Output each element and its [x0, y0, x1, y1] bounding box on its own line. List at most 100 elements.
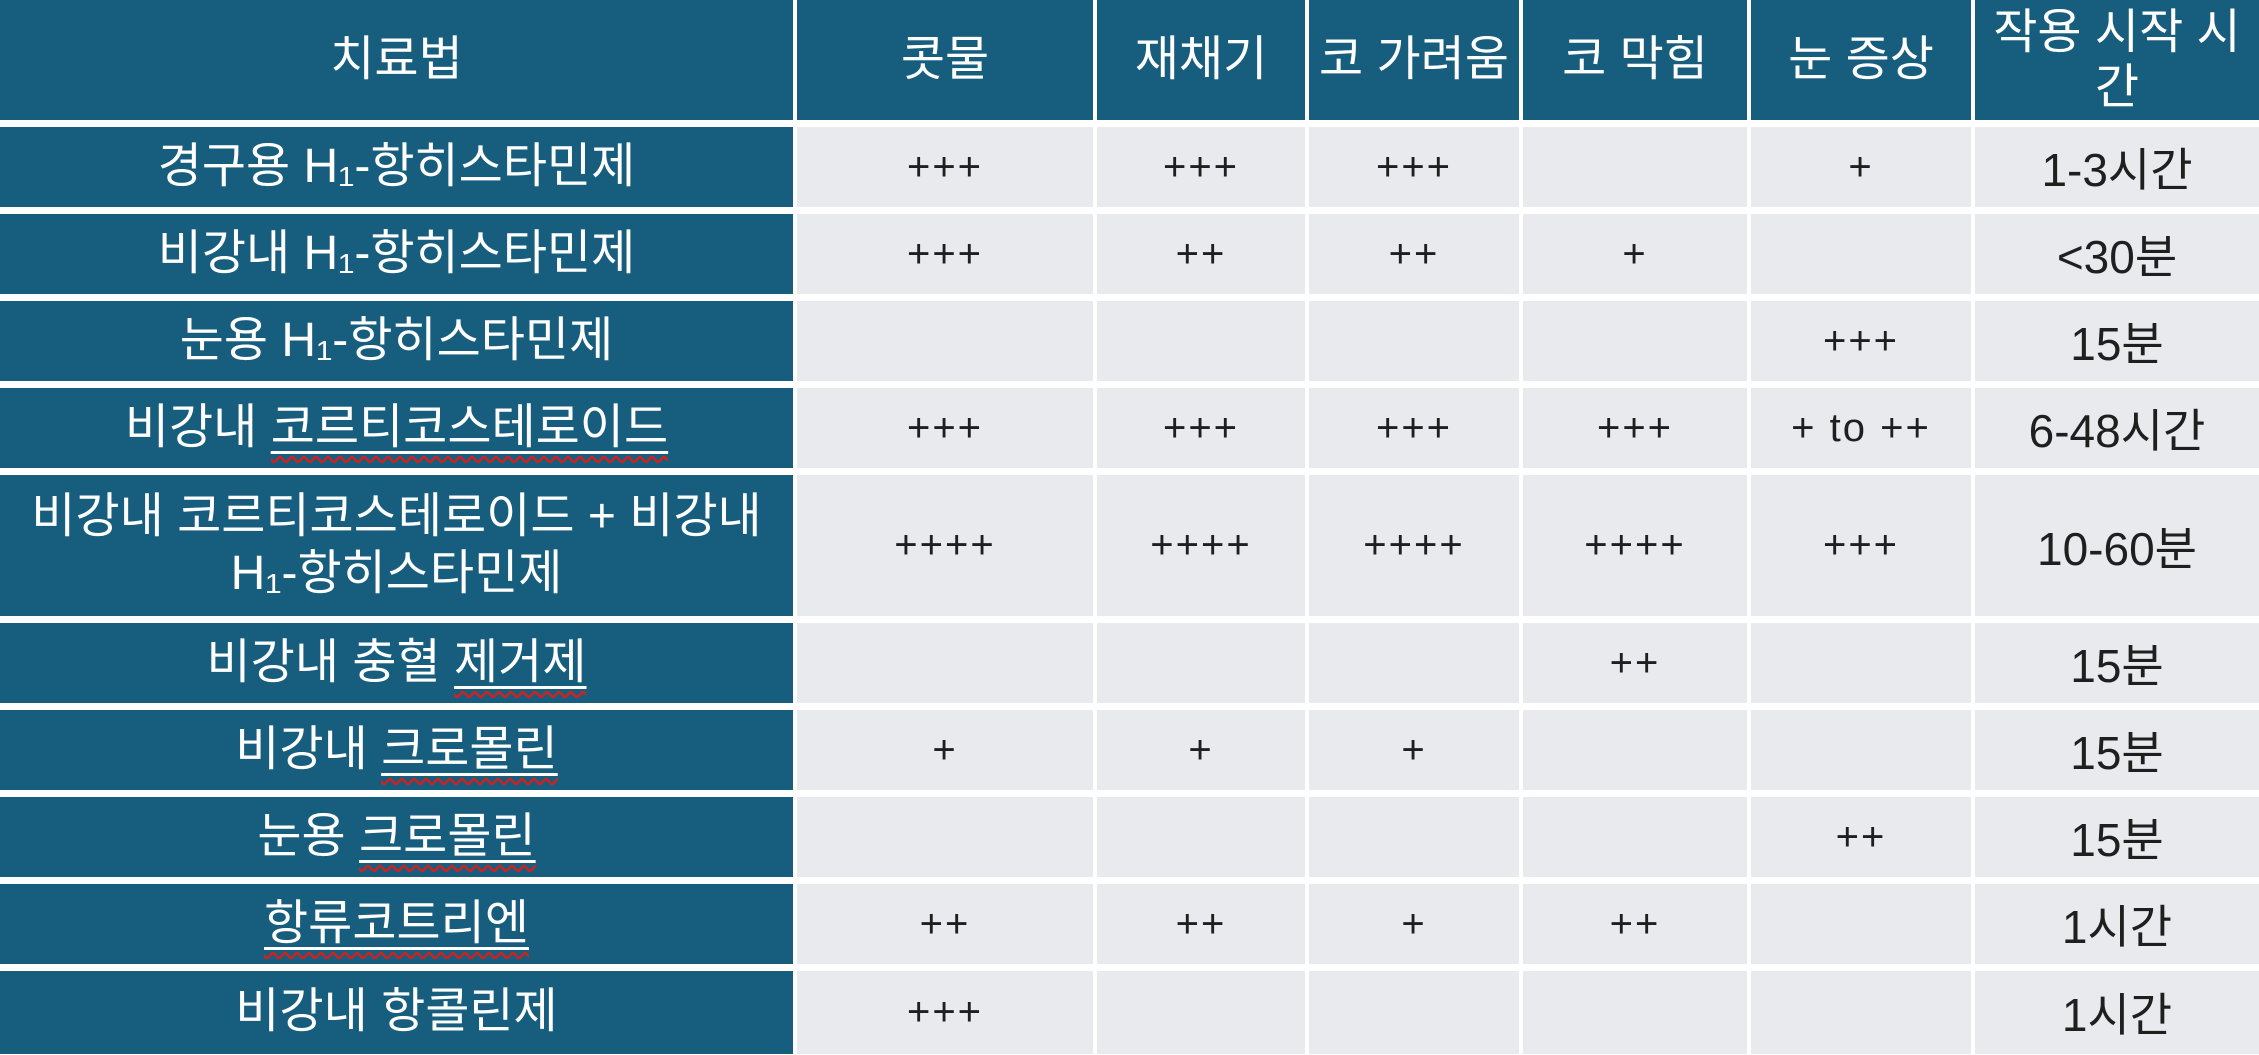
- symptom-rating-cell[interactable]: [795, 297, 1097, 388]
- column-header[interactable]: 콧물: [795, 0, 1097, 127]
- treatment-cell[interactable]: 비강내 충혈 제거제: [0, 619, 797, 710]
- symptom-rating-cell[interactable]: +++: [1749, 297, 1975, 388]
- onset-time-cell[interactable]: <30분: [1973, 210, 2259, 301]
- symptom-rating-cell[interactable]: [1307, 297, 1523, 388]
- treatment-label: 경구용 H₁-항히스타민제: [157, 139, 636, 193]
- symptom-rating-cell[interactable]: +++: [1749, 471, 1975, 623]
- symptom-rating-cell[interactable]: [1749, 967, 1975, 1054]
- symptom-rating-cell[interactable]: +++: [795, 123, 1097, 214]
- symptom-rating-cell[interactable]: ++: [1095, 880, 1309, 971]
- treatment-label: 비강내: [124, 400, 271, 454]
- symptom-rating-cell[interactable]: +++: [1307, 384, 1523, 475]
- symptom-rating-cell[interactable]: [1095, 793, 1309, 884]
- treatment-cell[interactable]: 경구용 H₁-항히스타민제: [0, 123, 797, 214]
- symptom-rating-cell[interactable]: [1749, 210, 1975, 301]
- onset-time-cell[interactable]: 10-60분: [1973, 471, 2259, 623]
- table-row: 비강내 코르티코스테로이드 + 비강내 H₁-항히스타민제 ++++ ++++ +++…: [0, 471, 2259, 623]
- onset-time-cell[interactable]: 1시간: [1973, 880, 2259, 971]
- table-row: 비강내 항콜린제 +++ 1시간: [0, 967, 2259, 1054]
- symptom-rating-cell[interactable]: +: [1307, 880, 1523, 971]
- symptom-rating-cell[interactable]: [1095, 967, 1309, 1054]
- symptom-rating-cell[interactable]: ++++: [1307, 471, 1523, 623]
- table-row: 경구용 H₁-항히스타민제 +++ +++ +++ +1-3시간: [0, 123, 2259, 214]
- symptom-rating-cell[interactable]: [1307, 967, 1523, 1054]
- header-row: 치료법 콧물 재채기 코 가려움 코 막힘 눈 증상 작용 시작 시간: [0, 0, 2259, 127]
- onset-time-cell[interactable]: 15분: [1973, 706, 2259, 797]
- misspelled-word: 제거제: [454, 635, 587, 698]
- table-row: 비강내 H₁-항히스타민제 +++ ++ ++ + <30분: [0, 210, 2259, 301]
- treatment-label: 눈용: [257, 809, 359, 863]
- symptom-rating-cell[interactable]: ++++: [1095, 471, 1309, 623]
- treatment-cell[interactable]: 항류코트리엔: [0, 880, 797, 971]
- treatment-label: 눈용 H₁-항히스타민제: [179, 313, 614, 367]
- symptom-rating-cell[interactable]: [1095, 619, 1309, 710]
- symptom-rating-cell[interactable]: + to ++: [1749, 384, 1975, 475]
- symptom-rating-cell[interactable]: +++: [1095, 123, 1309, 214]
- symptom-rating-cell[interactable]: ++: [1095, 210, 1309, 301]
- symptom-rating-cell[interactable]: +: [1307, 706, 1523, 797]
- symptom-rating-cell[interactable]: [1521, 297, 1751, 388]
- symptom-rating-cell[interactable]: +: [795, 706, 1097, 797]
- symptom-rating-cell[interactable]: [795, 793, 1097, 884]
- onset-time-cell[interactable]: 15분: [1973, 793, 2259, 884]
- treatment-cell[interactable]: 눈용 H₁-항히스타민제: [0, 297, 797, 388]
- symptom-rating-cell[interactable]: [795, 619, 1097, 710]
- misspelled-word: 코르티코스테로이드: [270, 400, 669, 463]
- treatment-label: 비강내 코르티코스테로이드 + 비강내 H₁-항히스타민제: [31, 489, 762, 600]
- symptom-rating-cell[interactable]: [1521, 793, 1751, 884]
- symptom-rating-cell[interactable]: [1307, 619, 1523, 710]
- table-row: 비강내 충혈 제거제 ++ 15분: [0, 619, 2259, 710]
- onset-time-cell[interactable]: 15분: [1973, 619, 2259, 710]
- symptom-rating-cell[interactable]: +: [1749, 123, 1975, 214]
- symptom-rating-cell[interactable]: +++: [1307, 123, 1523, 214]
- table-row: 눈용 크로몰린 ++ 15분: [0, 793, 2259, 884]
- column-header[interactable]: 코 가려움: [1307, 0, 1523, 127]
- misspelled-word: 크로몰린: [359, 809, 536, 872]
- table-row: 비강내 코르티코스테로이드 +++ +++ +++ +++ + to ++ 6-48시간: [0, 384, 2259, 475]
- symptom-rating-cell[interactable]: ++: [1749, 793, 1975, 884]
- symptom-rating-cell[interactable]: +++: [795, 967, 1097, 1054]
- table-row: 비강내 크로몰린 + + +15분: [0, 706, 2259, 797]
- symptom-rating-cell[interactable]: +: [1521, 210, 1751, 301]
- table-header: 치료법 콧물 재채기 코 가려움 코 막힘 눈 증상 작용 시작 시간: [0, 0, 2259, 127]
- symptom-rating-cell[interactable]: +++: [795, 384, 1097, 475]
- onset-time-cell[interactable]: 6-48시간: [1973, 384, 2259, 475]
- symptom-rating-cell[interactable]: ++++: [1521, 471, 1751, 623]
- onset-time-cell[interactable]: 1-3시간: [1973, 123, 2259, 214]
- symptom-rating-cell[interactable]: [1095, 297, 1309, 388]
- symptom-rating-cell[interactable]: +++: [1521, 384, 1751, 475]
- treatment-cell[interactable]: 비강내 코르티코스테로이드 + 비강내 H₁-항히스타민제: [0, 471, 797, 623]
- column-header[interactable]: 작용 시작 시간: [1973, 0, 2259, 127]
- symptom-rating-cell[interactable]: [1521, 706, 1751, 797]
- symptom-rating-cell[interactable]: ++: [1521, 619, 1751, 710]
- column-header[interactable]: 코 막힘: [1521, 0, 1751, 127]
- onset-time-cell[interactable]: 15분: [1973, 297, 2259, 388]
- symptom-rating-cell[interactable]: +: [1095, 706, 1309, 797]
- onset-time-cell[interactable]: 1시간: [1973, 967, 2259, 1054]
- symptom-rating-cell[interactable]: [1749, 619, 1975, 710]
- symptom-rating-cell[interactable]: +++: [1095, 384, 1309, 475]
- symptom-rating-cell[interactable]: [1521, 123, 1751, 214]
- symptom-rating-cell[interactable]: ++: [795, 880, 1097, 971]
- symptom-rating-cell[interactable]: [1521, 967, 1751, 1054]
- misspelled-word: 크로몰린: [381, 722, 558, 785]
- symptom-rating-cell[interactable]: +++: [795, 210, 1097, 301]
- symptom-rating-cell[interactable]: ++++: [795, 471, 1097, 623]
- column-header[interactable]: 치료법: [0, 0, 797, 127]
- symptom-rating-cell[interactable]: ++: [1521, 880, 1751, 971]
- treatment-label: 비강내: [235, 722, 382, 776]
- treatment-cell[interactable]: 비강내 항콜린제: [0, 967, 797, 1054]
- symptom-rating-cell[interactable]: ++: [1307, 210, 1523, 301]
- treatment-cell[interactable]: 비강내 코르티코스테로이드: [0, 384, 797, 475]
- column-header[interactable]: 눈 증상: [1749, 0, 1975, 127]
- column-header[interactable]: 재채기: [1095, 0, 1309, 127]
- symptom-rating-cell[interactable]: [1307, 793, 1523, 884]
- table-row: 눈용 H₁-항히스타민제 +++ 15분: [0, 297, 2259, 388]
- treatment-cell[interactable]: 비강내 H₁-항히스타민제: [0, 210, 797, 301]
- treatment-cell[interactable]: 비강내 크로몰린: [0, 706, 797, 797]
- symptom-rating-cell[interactable]: [1749, 880, 1975, 971]
- symptom-rating-cell[interactable]: [1749, 706, 1975, 797]
- treatment-cell[interactable]: 눈용 크로몰린: [0, 793, 797, 884]
